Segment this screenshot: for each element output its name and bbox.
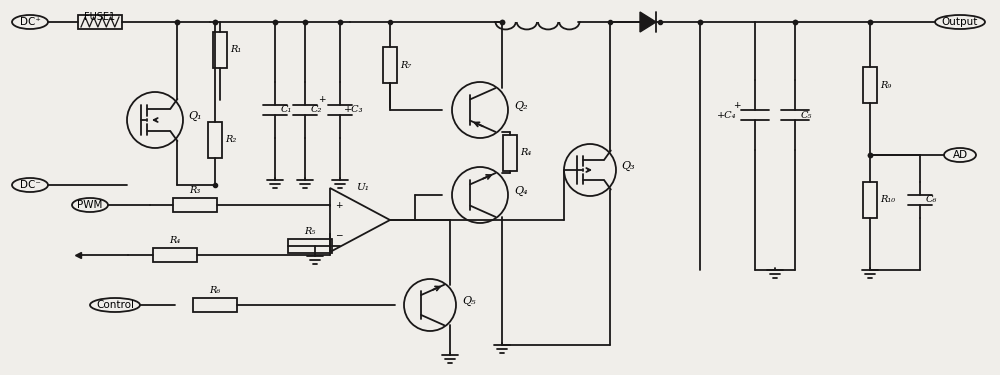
Text: R₅: R₅ — [304, 227, 316, 236]
Text: Q₃: Q₃ — [621, 161, 635, 171]
Bar — [78, 15, 122, 29]
Text: R₃: R₃ — [189, 186, 201, 195]
Bar — [863, 67, 877, 103]
Polygon shape — [640, 12, 656, 32]
Text: +: + — [335, 201, 342, 210]
Bar — [193, 298, 237, 312]
Bar — [208, 122, 222, 158]
Text: +: + — [734, 100, 741, 109]
Bar — [213, 32, 227, 68]
Bar — [153, 248, 197, 262]
Text: DC⁻: DC⁻ — [20, 180, 40, 190]
Text: R₁: R₁ — [230, 45, 241, 54]
Text: R₇: R₇ — [400, 60, 411, 69]
Text: AD: AD — [952, 150, 968, 160]
Text: C₁: C₁ — [281, 105, 292, 114]
Text: Q₅: Q₅ — [462, 296, 476, 306]
Text: U₁: U₁ — [356, 183, 368, 192]
Text: C₆: C₆ — [926, 195, 937, 204]
Bar — [383, 47, 397, 83]
Text: FUSE1: FUSE1 — [84, 12, 116, 22]
Text: C₅: C₅ — [801, 111, 812, 120]
Text: R₄: R₄ — [520, 148, 531, 157]
Text: R₂: R₂ — [225, 135, 236, 144]
Text: Q₄: Q₄ — [514, 186, 528, 196]
Text: Control: Control — [96, 300, 134, 310]
Text: R₆: R₆ — [209, 286, 221, 295]
Text: −: − — [335, 230, 342, 239]
Bar — [288, 239, 332, 254]
Text: +C₃: +C₃ — [344, 105, 364, 114]
Text: +C₄: +C₄ — [717, 111, 736, 120]
Text: DC⁺: DC⁺ — [20, 17, 40, 27]
Bar — [863, 182, 877, 218]
Text: Q₂: Q₂ — [514, 101, 528, 111]
Bar — [503, 135, 517, 171]
Text: Output: Output — [942, 17, 978, 27]
Text: C₂: C₂ — [311, 105, 322, 114]
Text: R₉: R₉ — [880, 81, 891, 90]
Text: Q₁: Q₁ — [188, 111, 202, 121]
Text: PWM: PWM — [77, 200, 103, 210]
Text: +: + — [318, 96, 326, 105]
Text: R₁₀: R₁₀ — [880, 195, 895, 204]
Text: R₄: R₄ — [169, 236, 181, 245]
Bar — [173, 198, 217, 212]
